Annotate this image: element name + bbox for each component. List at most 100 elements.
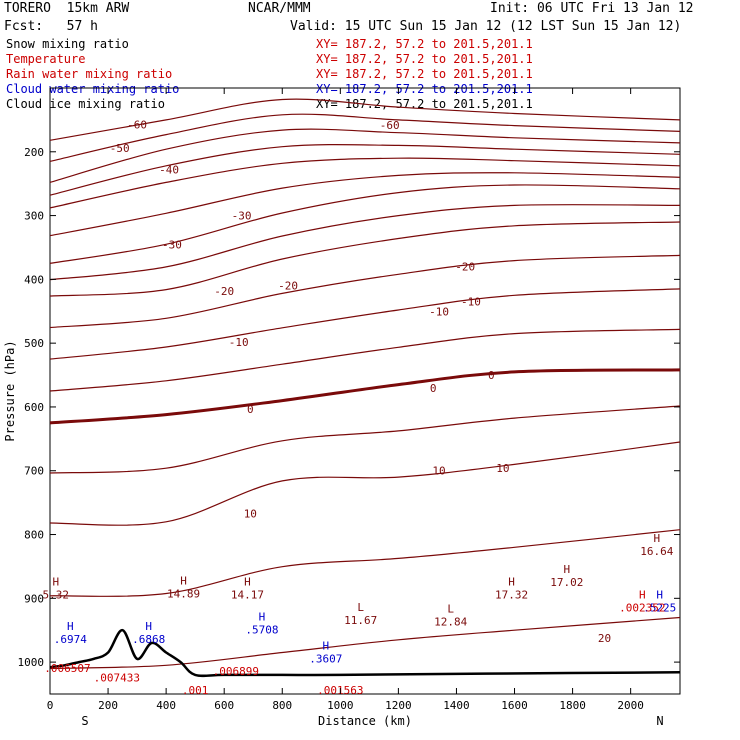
extremum-value: .5708 (245, 624, 278, 637)
y-tick-label: 700 (24, 465, 44, 478)
isotherm-label: -40 (159, 164, 179, 177)
isotherm-label: 10 (432, 465, 445, 478)
extremum-value: 16.64 (640, 545, 673, 558)
legend-xy: XY= 187.2, 57.2 to 201.5,201.1 (316, 67, 533, 81)
y-tick-label: 400 (24, 273, 44, 286)
extremum-value: .6974 (54, 633, 87, 646)
extremum-value: 11.67 (344, 614, 377, 627)
x-tick-label: 400 (156, 699, 176, 712)
extremum-value: 14.17 (231, 589, 264, 602)
model-title: TORERO 15km ARW (4, 1, 130, 16)
legend-name: Temperature (6, 52, 86, 66)
x-tick-label: 1400 (443, 699, 470, 712)
x-tick-label: 1200 (385, 699, 412, 712)
isotherm--30 (49, 184, 681, 264)
isotherm-5 (49, 405, 681, 474)
isotherm-label: 10 (244, 507, 257, 520)
extremum-mark: H (244, 576, 251, 589)
isotherm--35 (49, 172, 681, 237)
y-tick-label: 900 (24, 592, 44, 605)
legend-name: Cloud ice mixing ratio (6, 97, 165, 111)
extremum-mark: L (447, 602, 454, 615)
isotherm--15 (49, 254, 681, 329)
terrain-line (49, 628, 681, 678)
x-tick-label: 200 (98, 699, 118, 712)
y-axis-label: Pressure (hPa) (3, 340, 17, 441)
forecast-hour: Fcst: 57 h (4, 19, 98, 34)
y-tick-label: 800 (24, 529, 44, 542)
isotherm--45 (49, 144, 681, 196)
isotherm--25 (49, 204, 681, 281)
extremum-mark: H (259, 611, 266, 624)
x-tick-label: 600 (214, 699, 234, 712)
isotherm-label: -30 (232, 210, 252, 223)
extremum-mark: H (639, 588, 646, 601)
isotherm-label: 10 (496, 462, 509, 475)
x-tick-label: 1800 (559, 699, 586, 712)
isotherm--50 (49, 128, 681, 183)
extremum-mark: H (67, 620, 74, 633)
legend-xy: XY= 187.2, 57.2 to 201.5,201.1 (316, 52, 533, 66)
extremum-mark: H (563, 563, 570, 576)
y-tick-label: 300 (24, 210, 44, 223)
extremum-value: 14.89 (167, 587, 200, 600)
isotherm-label: 0 (430, 382, 437, 395)
x-tick-label: 1600 (501, 699, 528, 712)
isotherm-label: 20 (598, 632, 611, 645)
isotherm--5 (49, 328, 681, 392)
x-end-label-right: N (656, 714, 663, 728)
extremum-value: 17.32 (495, 589, 528, 602)
isotherm-label: -20 (455, 261, 475, 274)
legend-name: Snow mixing ratio (6, 37, 129, 51)
extremum-mark: H (653, 532, 660, 545)
extremum-mark: H (180, 574, 187, 587)
init-time: Init: 06 UTC Fri 13 Jan 12 (490, 1, 694, 16)
isotherm--20 (49, 221, 681, 297)
x-axis-label: Distance (km) (318, 714, 412, 728)
isotherm-20 (49, 616, 681, 670)
isotherm-label: -10 (229, 336, 249, 349)
isotherm--10 (49, 288, 681, 360)
x-tick-label: 2000 (617, 699, 644, 712)
x-tick-label: 1000 (327, 699, 354, 712)
extremum-value: 12.84 (434, 615, 467, 628)
isotherm--60 (49, 98, 681, 141)
isotherm-label: -20 (278, 280, 298, 293)
isotherm-label: -60 (127, 118, 147, 131)
isotherm-10 (49, 441, 681, 526)
x-tick-label: 800 (272, 699, 292, 712)
isotherm--40 (49, 157, 681, 209)
extremum-value: 17.02 (550, 576, 583, 589)
center-title: NCAR/MMM (248, 1, 311, 16)
isotherm-label: 0 (247, 403, 254, 416)
extremum-mark: H (508, 576, 515, 589)
legend-xy: XY= 187.2, 57.2 to 201.5,201.1 (316, 37, 533, 51)
extremum-mark: H (322, 639, 329, 652)
extremum-mark: H (656, 588, 663, 601)
plot-frame (49, 87, 681, 695)
legend-name: Rain water mixing ratio (6, 67, 173, 81)
y-tick-label: 200 (24, 146, 44, 159)
isotherm-label: 0 (488, 369, 495, 382)
extremum-value: .006507 (44, 662, 90, 675)
legend-name: Cloud water mixing ratio (6, 82, 180, 96)
extremum-value: .007433 (94, 671, 140, 684)
y-tick-label: 500 (24, 337, 44, 350)
extremum-value: .6868 (132, 633, 165, 646)
extremum-mark: H (52, 576, 59, 589)
extremum-value: .5225 (643, 601, 676, 614)
extremum-mark: H (145, 620, 152, 633)
x-end-label-left: S (81, 714, 88, 728)
extremum-value: .3607 (309, 652, 342, 665)
x-tick-label: 0 (47, 699, 54, 712)
extremum-value: .006899 (213, 665, 259, 678)
isotherm--55 (49, 113, 681, 162)
extremum-value: .001 (182, 684, 209, 697)
legend-xy: XY= 187.2, 57.2 to 201.5,201.1 (316, 82, 533, 96)
isotherm-label: -10 (429, 305, 449, 318)
isotherm-label: -50 (110, 142, 130, 155)
isotherm-label: -30 (162, 238, 182, 251)
isotherm-15 (49, 529, 681, 597)
y-tick-label: 1000 (18, 656, 45, 669)
